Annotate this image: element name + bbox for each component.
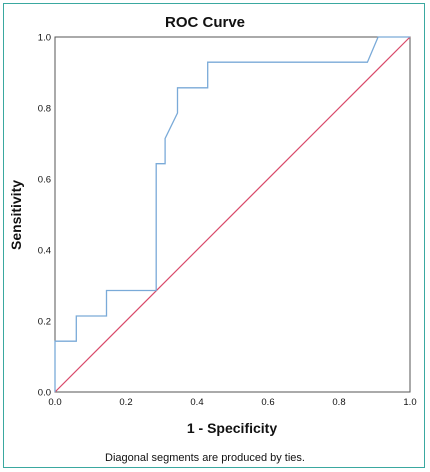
y-tick-label: 0.6 [38, 175, 51, 186]
footnote: Diagonal segments are produced by ties. [105, 452, 305, 464]
x-tick-label: 0.8 [332, 397, 345, 408]
y-tick-label: 0.4 [38, 246, 51, 257]
y-axis-ticks: 0.0 0.2 0.4 0.6 0.8 1.0 [38, 33, 51, 399]
chart-title: ROC Curve [165, 14, 245, 31]
y-tick-label: 0.0 [38, 388, 51, 399]
roc-curve-line [54, 36, 410, 392]
y-tick-label: 0.2 [38, 317, 51, 328]
y-tick-label: 1.0 [38, 33, 51, 44]
reference-diagonal-line [54, 36, 411, 393]
x-tick-label: 1.0 [403, 397, 416, 408]
y-tick-label: 0.8 [38, 104, 51, 115]
x-tick-label: 0.6 [261, 397, 274, 408]
x-axis-label: 1 - Specificity [187, 420, 277, 436]
x-axis-ticks: 0.0 0.2 0.4 0.6 0.8 1.0 [48, 397, 416, 408]
y-axis-label: Sensitivity [8, 180, 24, 250]
series-group [54, 36, 411, 393]
x-tick-label: 0.0 [48, 397, 61, 408]
x-tick-label: 0.4 [190, 397, 203, 408]
plot-border [54, 36, 411, 393]
x-tick-label: 0.2 [119, 397, 132, 408]
